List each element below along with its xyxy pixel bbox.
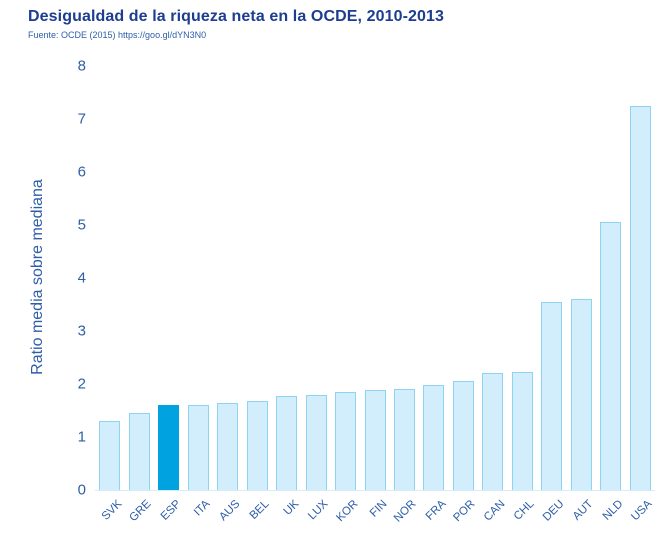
x-label-gre: GRE — [127, 498, 154, 525]
x-label-deu: DEU — [540, 498, 567, 524]
x-label-chl: CHL — [512, 498, 537, 523]
bar-gre — [128, 413, 150, 490]
x-label-can: CAN — [481, 498, 508, 524]
y-tick-7: 7 — [77, 110, 86, 128]
bar-nor — [393, 389, 415, 490]
x-label-lux: LUX — [306, 498, 331, 523]
x-label-usa: USA — [629, 498, 655, 524]
y-tick-2: 2 — [77, 375, 86, 393]
x-label-fra: FRA — [423, 498, 449, 523]
x-label-bel: BEL — [247, 498, 272, 522]
bar-bel — [246, 400, 268, 490]
bar-deu — [541, 301, 563, 490]
bar-aut — [570, 299, 592, 490]
bar-fin — [364, 390, 386, 490]
x-label-kor: KOR — [333, 498, 361, 525]
y-tick-0: 0 — [77, 481, 86, 499]
bar-por — [452, 381, 474, 490]
bar-esp — [158, 405, 180, 490]
x-label-nld: NLD — [600, 498, 626, 523]
x-label-nor: NOR — [392, 498, 419, 525]
bar-ita — [187, 405, 209, 490]
y-tick-5: 5 — [77, 216, 86, 234]
y-tick-4: 4 — [77, 269, 86, 287]
y-tick-3: 3 — [77, 322, 86, 340]
bar-aus — [217, 402, 239, 490]
x-label-svk: SVK — [99, 498, 125, 523]
x-label-aut: AUT — [571, 498, 596, 523]
x-axis-line — [95, 490, 655, 491]
x-label-aus: AUS — [216, 498, 243, 524]
x-label-fin: FIN — [367, 498, 390, 520]
x-label-uk: UK — [281, 498, 302, 518]
bar-kor — [335, 391, 357, 490]
bar-chl — [511, 372, 533, 490]
plot-area — [95, 66, 655, 490]
bar-nld — [600, 222, 622, 490]
y-tick-1: 1 — [77, 428, 86, 446]
y-axis-label: Ratio media sobre mediana — [29, 179, 46, 375]
bar-lux — [305, 394, 327, 490]
chart-source: Fuente: OCDE (2015) https://goo.gl/dYN3N… — [28, 30, 207, 40]
y-tick-6: 6 — [77, 163, 86, 181]
bar-uk — [276, 395, 298, 490]
bar-svk — [99, 421, 121, 490]
chart-title: Desigualdad de la riqueza neta en la OCD… — [28, 8, 445, 25]
bar-can — [482, 373, 504, 490]
bar-usa — [629, 105, 651, 490]
y-tick-8: 8 — [77, 57, 86, 75]
x-label-por: POR — [451, 498, 478, 525]
bar-fra — [423, 385, 445, 490]
x-label-esp: ESP — [158, 498, 184, 523]
x-label-ita: ITA — [192, 498, 213, 519]
